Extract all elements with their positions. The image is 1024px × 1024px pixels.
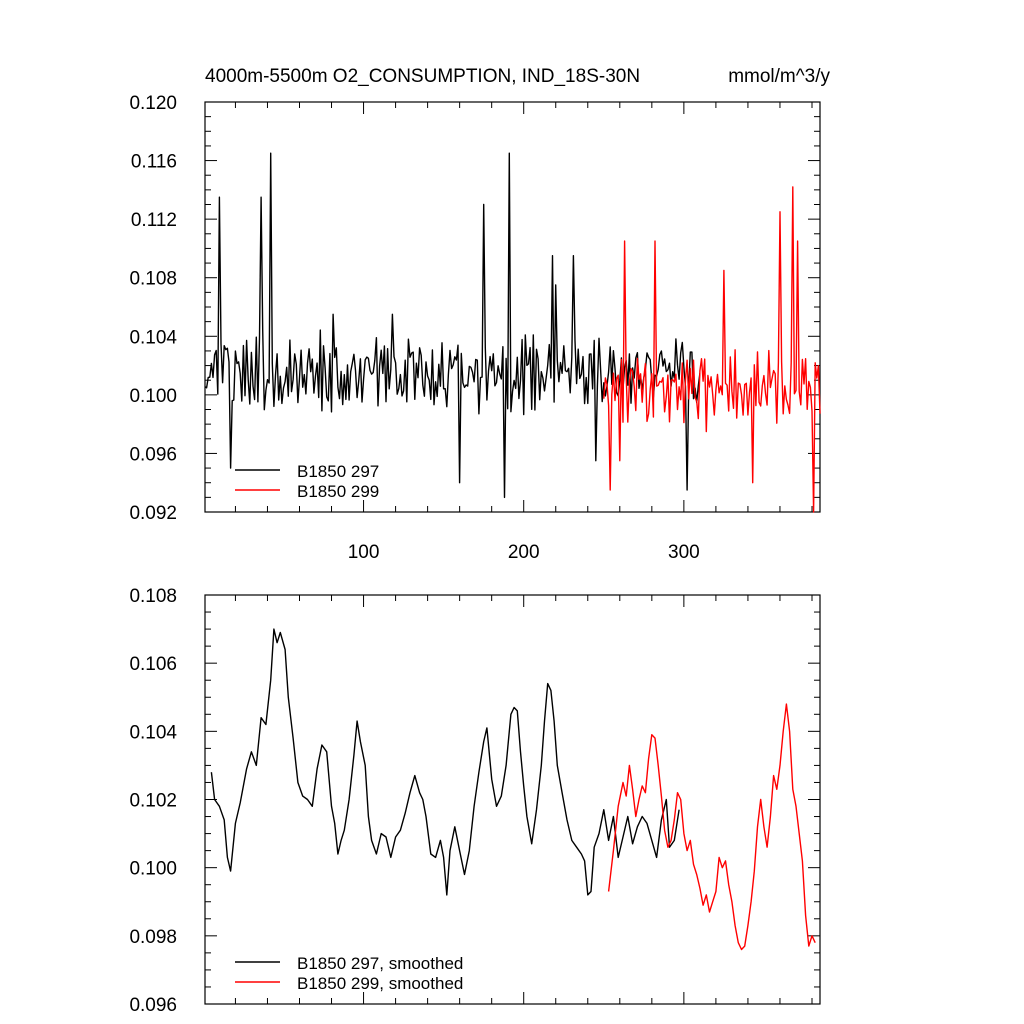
bottom-legend-label: B1850 297, smoothed [297,954,463,973]
bottom-y-tick-label: 0.104 [129,722,177,743]
bottom-y-axis: 0.096 0.098 0.100 0.102 0.104 0.106 0.108 [129,586,820,1016]
top-y-tick-label: 0.120 [129,93,177,114]
top-y-tick-label: 0.108 [129,269,177,290]
top-x-axis: 100 200 300 [234,102,813,563]
bottom-y-tick-label: 0.102 [129,791,177,812]
top-y-tick-label: 0.116 [131,152,177,173]
top-plot-frame [204,101,821,513]
top-panel: 4000m-5500m O2_CONSUMPTION, IND_18S-30N … [129,66,830,563]
top-y-tick-label: 0.100 [129,386,177,407]
bottom-plot-frame [204,594,821,1005]
top-y-tick-label: 0.092 [129,503,177,524]
bottom-y-tick-label: 0.096 [129,995,177,1016]
bottom-series-b1850-299 [607,703,816,951]
bottom-x-axis [234,595,813,1004]
bottom-y-tick-label: 0.108 [129,586,177,607]
chart-title: 4000m-5500m O2_CONSUMPTION, IND_18S-30N [205,66,640,87]
bottom-plot-area: 0.096 0.098 0.100 0.102 0.104 0.106 0.108 B1850… [129,586,821,1016]
top-y-tick-label: 0.112 [131,210,177,231]
top-legend-label: B1850 297 [297,462,379,481]
top-series-b1850-299 [603,186,821,513]
bottom-y-tick-label: 0.100 [129,859,177,880]
bottom-panel: 0.096 0.098 0.100 0.102 0.104 0.106 0.108 B1850… [129,586,821,1016]
top-y-axis: 0.092 0.096 0.100 0.104 0.108 0.112 0.116 0.120 [129,93,820,524]
bottom-legend-label: B1850 299, smoothed [297,974,463,993]
top-y-tick-label: 0.096 [129,444,177,465]
top-plot-area: 0.092 0.096 0.100 0.104 0.108 0.112 0.116 0.120… [129,93,821,563]
top-series-b1850-297 [204,152,701,499]
top-legend-label: B1850 299 [297,482,379,501]
bottom-series-b1850-297 [210,628,680,896]
bottom-y-tick-label: 0.098 [129,927,177,948]
chart-units-label: mmol/m^3/y [728,66,830,87]
top-x-tick-label: 100 [348,542,380,563]
bottom-y-tick-label: 0.106 [129,654,177,675]
top-x-tick-label: 300 [668,542,700,563]
top-x-tick-label: 200 [508,542,540,563]
top-y-tick-label: 0.104 [129,327,177,348]
